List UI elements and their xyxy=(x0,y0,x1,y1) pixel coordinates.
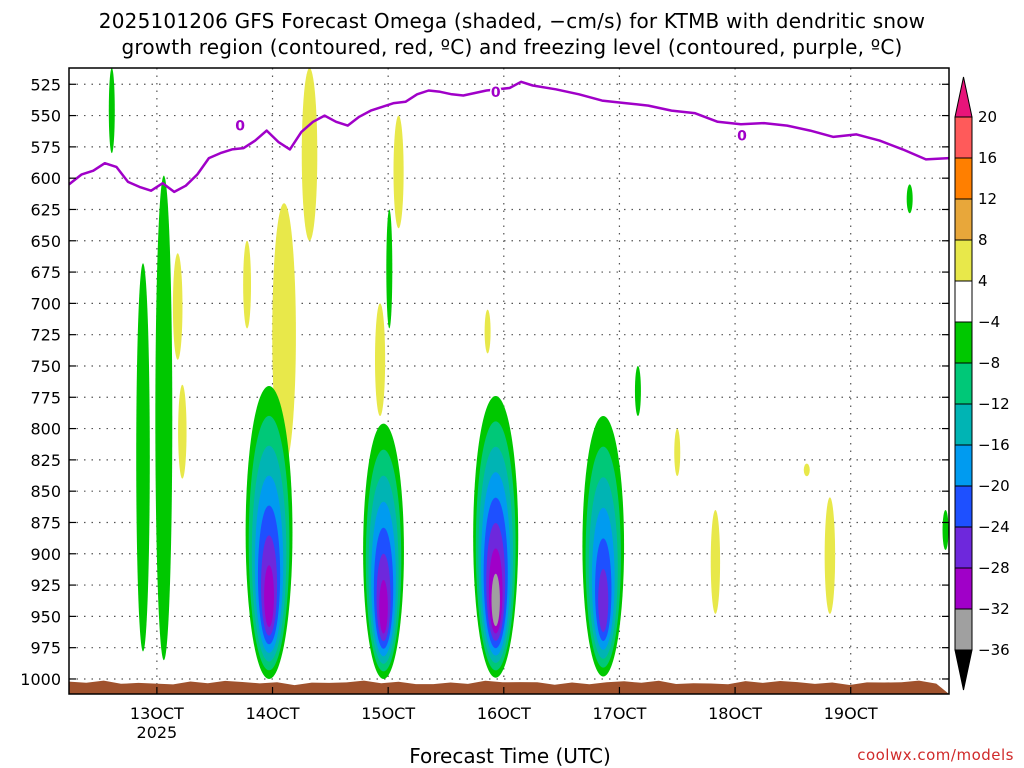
y-tick-label-675: 675 xyxy=(30,263,61,282)
y-tick-label-825: 825 xyxy=(30,451,61,470)
credit-text: coolwx.com/models xyxy=(857,746,1014,764)
positive-omega-cell-9 xyxy=(824,497,836,614)
y-tick-label-775: 775 xyxy=(30,388,61,407)
omega-cell-4-band-32 xyxy=(491,573,500,627)
positive-omega-cell-2 xyxy=(243,240,252,329)
colorbar-swatch-4 xyxy=(954,280,973,323)
colorbar-label-11: −28 xyxy=(978,559,1010,577)
freezing-level-layer: 0 0 0 xyxy=(69,80,949,194)
colorbar-label-4: 4 xyxy=(978,272,988,290)
colorbar-label-12: −32 xyxy=(978,600,1010,618)
y-tick-label-625: 625 xyxy=(30,200,61,219)
colorbar-swatch-8 xyxy=(954,444,973,487)
colorbar-top-arrow xyxy=(954,76,973,118)
freezing-level-label-0: 0 xyxy=(235,119,245,135)
colorbar-label-3: 8 xyxy=(978,231,988,249)
freezing-level-label-2: 0 xyxy=(737,129,747,145)
colorbar-label-9: −20 xyxy=(978,477,1010,495)
x-tick-label-15OCT: 15OCT xyxy=(361,704,415,723)
colorbar-label-10: −24 xyxy=(978,518,1010,536)
omega-cell-2-band-28 xyxy=(264,565,274,627)
colorbar-swatch-6 xyxy=(954,362,973,405)
omega-cell-10-band-4 xyxy=(942,509,949,551)
freezing-level-label-1: 0 xyxy=(491,85,501,101)
omega-cell-8-band-4 xyxy=(634,365,641,417)
y-tick-label-950: 950 xyxy=(30,607,61,626)
colorbar-label-0: 20 xyxy=(978,108,997,126)
omega-shading xyxy=(108,68,949,679)
y-tick-label-900: 900 xyxy=(30,545,61,564)
y-tick-label-1000: 1000 xyxy=(20,670,61,689)
plot-frame xyxy=(68,67,950,695)
y-tick-label-600: 600 xyxy=(30,169,61,188)
y-tick-label-850: 850 xyxy=(30,482,61,501)
colorbar-label-6: −8 xyxy=(978,354,1000,372)
x-tick-label-13OCT: 13OCT xyxy=(130,704,184,723)
y-tick-label-925: 925 xyxy=(30,576,61,595)
omega-cell-9-band-4 xyxy=(906,184,913,214)
terrain-layer xyxy=(69,680,949,694)
y-tick-label-525: 525 xyxy=(30,75,61,94)
colorbar-swatch-11 xyxy=(954,567,973,610)
freezing-level-line xyxy=(69,80,949,194)
colorbar-bottom-arrow xyxy=(954,649,973,691)
colorbar-swatch-0 xyxy=(954,116,973,159)
colorbar-label-2: 12 xyxy=(978,190,997,208)
y-axis: 525 550 575 600 625 650 675 700 725 750 775 800 825 8… xyxy=(20,75,949,689)
positive-omega-cell-5 xyxy=(374,303,386,417)
y-tick-label-550: 550 xyxy=(30,107,61,126)
colorbar-swatch-7 xyxy=(954,403,973,446)
omega-cell-1-band-4 xyxy=(155,175,173,661)
positive-omega-cell-7 xyxy=(484,309,491,354)
chart-title-line-1: 2025101206 GFS Forecast Omega (shaded, −… xyxy=(98,9,926,33)
colorbar-label-8: −16 xyxy=(978,436,1010,454)
y-tick-label-750: 750 xyxy=(30,357,61,376)
positive-omega-cell-1 xyxy=(178,384,187,479)
y-tick-label-650: 650 xyxy=(30,232,61,251)
x-axis-label: Forecast Time (UTC) xyxy=(409,744,611,768)
x-tick-sublabel-13OCT: 2025 xyxy=(137,723,178,742)
x-tick-label-17OCT: 17OCT xyxy=(592,704,646,723)
positive-omega-cell-10 xyxy=(674,428,681,477)
positive-omega-cell-11 xyxy=(803,463,810,477)
colorbar: 20 16 12 8 4 −4 −8 −12 −16 −20 −24 −28 −32 −36 xyxy=(954,76,1010,691)
colorbar-label-7: −12 xyxy=(978,395,1010,413)
colorbar-label-1: 16 xyxy=(978,149,997,167)
positive-omega-cell-6 xyxy=(393,115,404,229)
terrain-fill xyxy=(69,680,949,694)
y-tick-label-700: 700 xyxy=(30,294,61,313)
colorbar-swatch-9 xyxy=(954,485,973,528)
y-tick-label-800: 800 xyxy=(30,420,61,439)
y-tick-label-975: 975 xyxy=(30,639,61,658)
omega-cell-5-band-24 xyxy=(598,568,609,633)
omega-cell-7-band-4 xyxy=(108,68,115,154)
x-tick-label-16OCT: 16OCT xyxy=(477,704,531,723)
x-tick-label-19OCT: 19OCT xyxy=(824,704,878,723)
x-tick-label-18OCT: 18OCT xyxy=(708,704,762,723)
positive-omega-cell-4 xyxy=(301,68,318,241)
chart-title: 2025101206 GFS Forecast Omega (shaded, −… xyxy=(0,8,1024,60)
omega-cell-6-band-4 xyxy=(386,209,393,329)
y-tick-label-575: 575 xyxy=(30,138,61,157)
colorbar-swatch-1 xyxy=(954,157,973,200)
x-tick-label-14OCT: 14OCT xyxy=(246,704,300,723)
colorbar-swatch-12 xyxy=(954,608,973,651)
colorbar-swatch-5 xyxy=(954,321,973,364)
colorbar-swatch-10 xyxy=(954,526,973,569)
chart-title-line-2: growth region (contoured, red, ºC) and f… xyxy=(121,35,903,59)
colorbar-swatch-3 xyxy=(954,239,973,282)
colorbar-swatch-2 xyxy=(954,198,973,241)
y-tick-label-875: 875 xyxy=(30,513,61,532)
positive-omega-cell-0 xyxy=(172,253,183,360)
omega-cell-3-band-28 xyxy=(379,579,388,634)
y-tick-label-725: 725 xyxy=(30,326,61,345)
colorbar-label-13: −36 xyxy=(978,641,1010,659)
colorbar-label-5: −4 xyxy=(978,313,1000,331)
omega-cell-0-band-4 xyxy=(136,263,150,652)
positive-omega-cell-8 xyxy=(710,509,721,614)
